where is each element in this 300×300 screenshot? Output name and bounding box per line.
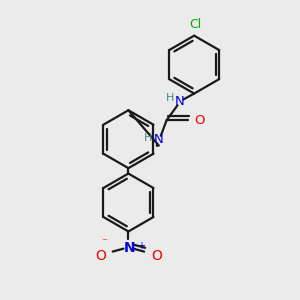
- Text: ⁻: ⁻: [101, 238, 107, 248]
- Text: O: O: [95, 250, 106, 263]
- Text: Cl: Cl: [189, 18, 201, 31]
- Text: N: N: [154, 133, 164, 146]
- Text: N: N: [124, 241, 135, 255]
- Text: H: H: [144, 133, 152, 143]
- Text: O: O: [151, 250, 162, 263]
- Text: H: H: [165, 94, 174, 103]
- Text: N: N: [175, 95, 184, 108]
- Text: +: +: [137, 241, 145, 251]
- Text: O: O: [195, 114, 205, 127]
